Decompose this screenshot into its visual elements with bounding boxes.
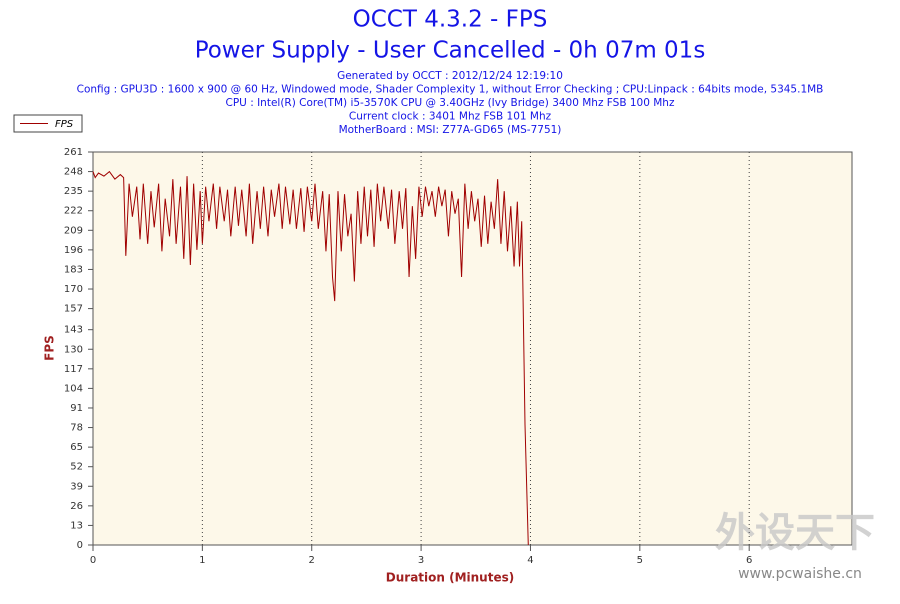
x-tick-label: 3: [418, 555, 424, 566]
y-tick-label: 0: [77, 540, 83, 551]
x-tick-label: 0: [90, 555, 96, 566]
info-line: MotherBoard : MSI: Z77A-GD65 (MS-7751): [339, 124, 562, 136]
fps-line: [92, 170, 529, 546]
info-line: Config : GPU3D : 1600 x 900 @ 60 Hz, Win…: [77, 84, 824, 96]
y-tick-label: 39: [70, 481, 83, 492]
info-line: Current clock : 3401 Mhz FSB 101 Mhz: [349, 111, 552, 123]
y-tick-label: 91: [70, 403, 83, 414]
chart-title: OCCT 4.3.2 - FPS: [353, 7, 548, 33]
x-tick-label: 6: [746, 555, 752, 566]
x-axis-label: Duration (Minutes): [386, 571, 514, 585]
chart-subtitle: Power Supply - User Cancelled - 0h 07m 0…: [195, 38, 706, 64]
y-tick-label: 261: [64, 147, 83, 158]
x-tick-label: 1: [199, 555, 205, 566]
y-tick-label: 196: [64, 245, 83, 256]
y-tick-label: 13: [70, 520, 83, 531]
y-tick-label: 65: [70, 442, 83, 453]
y-tick-label: 104: [64, 383, 83, 394]
y-tick-label: 78: [70, 423, 83, 434]
y-axis-label: FPS: [43, 335, 57, 361]
y-tick-label: 26: [70, 501, 83, 512]
y-tick-label: 117: [64, 364, 83, 375]
y-tick-label: 157: [64, 304, 83, 315]
y-tick-label: 222: [64, 206, 83, 217]
x-tick-label: 2: [309, 555, 315, 566]
y-tick-label: 248: [64, 167, 83, 178]
y-tick-label: 130: [64, 344, 83, 355]
watermark-url: www.pcwaishe.cn: [738, 566, 862, 582]
y-tick-label: 143: [64, 325, 83, 336]
info-line: CPU : Intel(R) Core(TM) i5-3570K CPU @ 3…: [226, 97, 675, 109]
y-tick-label: 209: [64, 225, 83, 236]
y-tick-label: 235: [64, 186, 83, 197]
y-tick-label: 183: [64, 264, 83, 275]
y-tick-label: 52: [70, 462, 83, 473]
watermark-logo: 外设天下: [715, 510, 875, 556]
y-tick-label: 170: [64, 284, 83, 295]
info-line: Generated by OCCT : 2012/12/24 12:19:10: [337, 70, 563, 82]
legend-label: FPS: [55, 119, 74, 130]
x-tick-label: 4: [527, 555, 533, 566]
x-tick-label: 5: [637, 555, 643, 566]
plot-area: [92, 151, 853, 546]
